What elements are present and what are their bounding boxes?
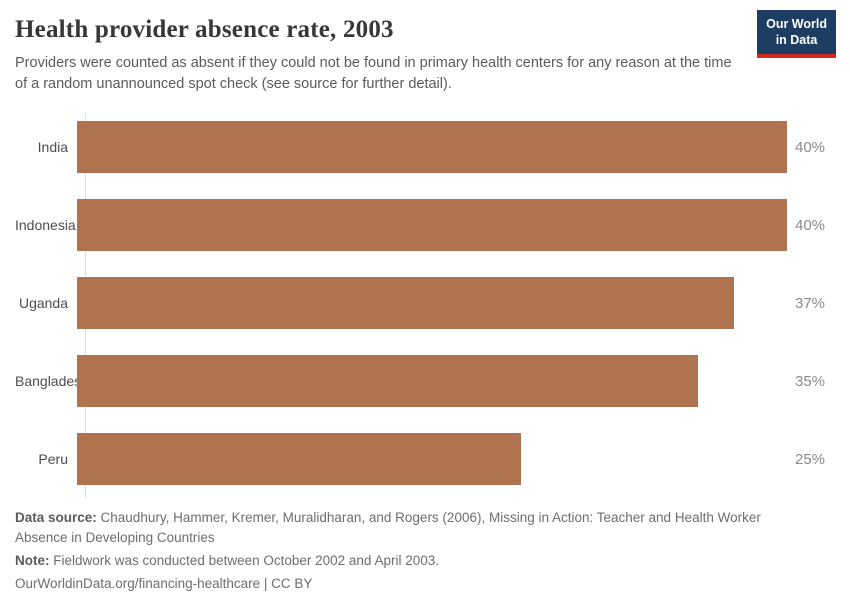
page-title: Health provider absence rate, 2003 bbox=[15, 16, 394, 43]
bar-value-label: 40% bbox=[795, 138, 826, 156]
bar-value-label: 40% bbox=[795, 216, 826, 234]
owid-logo-line2: in Data bbox=[775, 33, 818, 48]
bar-row: Uganda 37% bbox=[15, 264, 835, 342]
data-source-label: Data source: bbox=[15, 510, 97, 525]
bar-rows-container: India 40% Indonesia 40% Uganda 37% Bangl… bbox=[15, 108, 835, 498]
bar-category-label: Uganda bbox=[18, 295, 68, 311]
bar-track bbox=[77, 433, 787, 485]
owid-logo-line1: Our World bbox=[766, 17, 827, 31]
owid-logo: Our World in Data bbox=[757, 10, 836, 58]
bar-value-label: 25% bbox=[795, 450, 826, 468]
owid-url-link[interactable]: OurWorldinData.org/financing-healthcare … bbox=[15, 576, 313, 591]
bar[interactable] bbox=[77, 355, 699, 407]
bar-track bbox=[77, 199, 787, 251]
bar-value-label: 35% bbox=[795, 372, 826, 390]
chart-footer: Data source: Chaudhury, Hammer, Kremer, … bbox=[15, 508, 835, 594]
bar[interactable] bbox=[77, 199, 787, 251]
page-subtitle: Providers were counted as absent if they… bbox=[15, 55, 732, 92]
bar[interactable] bbox=[77, 121, 787, 173]
bar-category-label: Indonesia bbox=[15, 217, 76, 233]
chart-header: Health provider absence rate, 2003 Provi… bbox=[15, 16, 835, 95]
bar-track bbox=[77, 355, 787, 407]
bar-category-label: Bangladesh bbox=[15, 373, 89, 389]
bar-track bbox=[77, 277, 787, 329]
bar-row: Peru 25% bbox=[15, 420, 835, 498]
data-source-line: Data source: Chaudhury, Hammer, Kremer, … bbox=[15, 508, 800, 548]
note-text: Fieldwork was conducted between October … bbox=[49, 553, 439, 568]
bar[interactable] bbox=[77, 433, 521, 485]
bar-chart: India 40% Indonesia 40% Uganda 37% Bangl… bbox=[15, 108, 835, 500]
bar[interactable] bbox=[77, 277, 734, 329]
note-line: Note: Fieldwork was conducted between Oc… bbox=[15, 551, 835, 571]
data-source-text: Chaudhury, Hammer, Kremer, Muralidharan,… bbox=[15, 510, 761, 545]
bar-row: Indonesia 40% bbox=[15, 186, 835, 264]
license-line: OurWorldinData.org/financing-healthcare … bbox=[15, 574, 835, 594]
bar-value-label: 37% bbox=[795, 294, 826, 312]
bar-track bbox=[77, 121, 787, 173]
bar-row: Bangladesh 35% bbox=[15, 342, 835, 420]
bar-category-label: Peru bbox=[38, 451, 68, 467]
bar-category-label: India bbox=[37, 139, 68, 155]
bar-row: India 40% bbox=[15, 108, 835, 186]
note-label: Note: bbox=[15, 553, 50, 568]
